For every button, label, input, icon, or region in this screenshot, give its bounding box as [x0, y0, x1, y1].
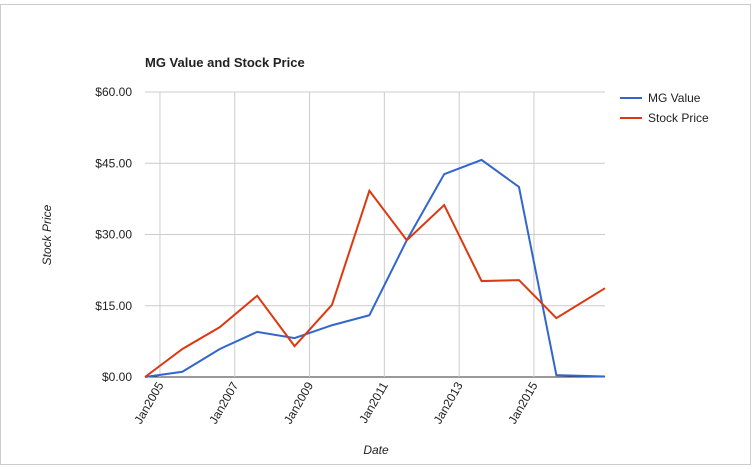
- x-axis-title: Date: [363, 443, 389, 457]
- y-tick-label: $15.00: [95, 299, 132, 313]
- series-line: [144, 188, 606, 378]
- y-tick-label: $60.00: [95, 85, 132, 99]
- series-line: [144, 158, 606, 378]
- y-tick-label: $0.00: [102, 370, 132, 384]
- chart-title: MG Value and Stock Price: [145, 55, 305, 70]
- legend-label: MG Value: [648, 91, 701, 105]
- y-tick-label: $30.00: [95, 228, 132, 242]
- y-axis-title: Stock Price: [40, 204, 54, 265]
- legend-label: Stock Price: [648, 111, 709, 125]
- y-tick-label: $45.00: [95, 156, 132, 170]
